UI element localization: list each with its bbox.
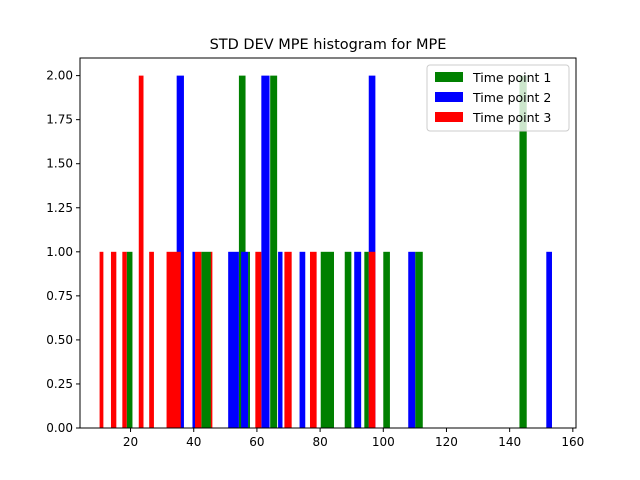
bar-series-1-5 xyxy=(270,75,278,429)
legend-label-2: Time point 2 xyxy=(472,90,551,105)
bar-series-1-4 xyxy=(248,251,250,428)
bar-series-3-9 xyxy=(255,251,262,428)
y-tick-label: 1.25 xyxy=(46,201,73,215)
bar-series-2-6 xyxy=(278,251,283,428)
legend-swatch-2 xyxy=(435,92,463,102)
bar-series-3-11 xyxy=(309,251,317,428)
y-tick-label: 0.75 xyxy=(46,289,73,303)
bar-series-3-6 xyxy=(166,251,181,428)
legend-swatch-3 xyxy=(435,112,463,122)
bar-series-2-5 xyxy=(261,75,270,429)
x-tick-label: 160 xyxy=(561,435,584,449)
bar-series-3-5 xyxy=(149,251,154,428)
bar-series-3-8 xyxy=(210,251,213,428)
chart-title: STD DEV MPE histogram for MPE xyxy=(210,37,447,53)
legend: Time point 1 Time point 2 Time point 3 xyxy=(426,64,570,132)
y-tick-label: 0.25 xyxy=(46,377,73,391)
bar-series-1-7 xyxy=(344,251,352,428)
x-tick-label: 120 xyxy=(435,435,458,449)
bar-series-1-9 xyxy=(383,251,390,428)
y-tick-label: 0.50 xyxy=(46,333,73,347)
legend-label-1: Time point 1 xyxy=(472,70,551,85)
y-tick-label: 0.00 xyxy=(46,421,73,435)
bar-series-2-7 xyxy=(299,251,306,428)
bar-series-3-4 xyxy=(138,75,144,429)
bar-series-2-10 xyxy=(408,251,416,428)
bar-series-1-8 xyxy=(364,251,369,428)
x-tick-label: 60 xyxy=(249,435,264,449)
y-tick-label: 2.00 xyxy=(46,69,73,83)
y-tick-label: 1.50 xyxy=(46,157,73,171)
x-axis: 20 40 60 80 100 120 140 160 xyxy=(123,428,584,449)
bar-series-3-10 xyxy=(284,251,292,428)
bar-series-3-1 xyxy=(99,251,104,428)
bar-series-1-11 xyxy=(519,75,527,429)
bar-series-1-2 xyxy=(201,251,212,428)
x-tick-label: 100 xyxy=(372,435,395,449)
legend-label-3: Time point 3 xyxy=(472,110,551,125)
x-tick-label: 40 xyxy=(186,435,201,449)
plot-frame xyxy=(79,57,577,429)
bar-series-3-2 xyxy=(110,251,117,428)
bar-series-2-3 xyxy=(228,251,239,428)
bar-series-3-7 xyxy=(195,251,202,428)
bar-series-3-3 xyxy=(122,251,127,428)
bar-series-1-1 xyxy=(126,251,133,428)
bar-series-2-8 xyxy=(354,251,362,428)
bar-series-1-10 xyxy=(415,251,423,428)
x-tick-label: 20 xyxy=(123,435,138,449)
bar-series-2-2 xyxy=(192,251,195,428)
legend-swatch-1 xyxy=(435,72,463,82)
x-tick-label: 80 xyxy=(312,435,327,449)
y-tick-label: 1.00 xyxy=(46,245,73,259)
bar-series-2-4 xyxy=(241,251,249,428)
bars-layer xyxy=(99,75,552,429)
bar-series-3-12 xyxy=(368,251,376,428)
y-axis: 0.00 0.25 0.50 0.75 1.00 1.25 1.50 1.75 2.00 xyxy=(46,69,80,435)
bar-series-1-6 xyxy=(320,251,334,428)
x-tick-label: 140 xyxy=(498,435,521,449)
y-tick-label: 1.75 xyxy=(46,113,73,127)
bar-series-2-11 xyxy=(546,251,552,428)
